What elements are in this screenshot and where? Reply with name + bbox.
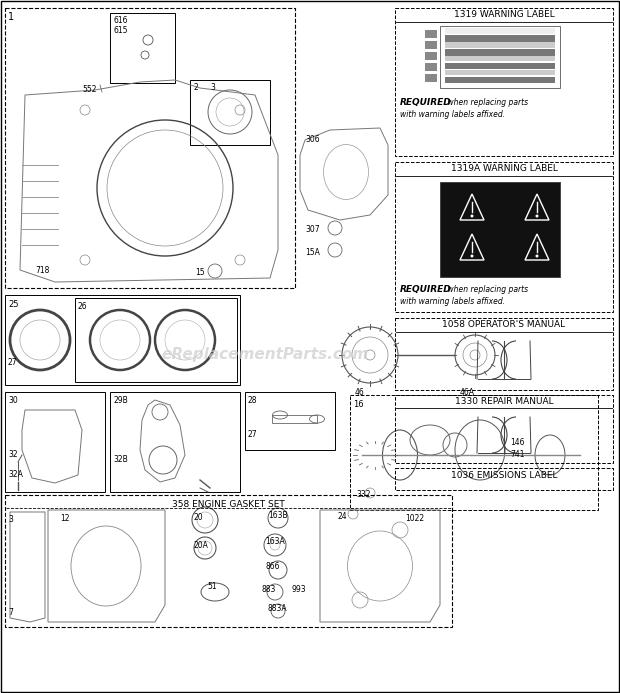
Bar (425, 30, 437, 38)
Text: 866: 866 (266, 562, 280, 571)
Text: 32A: 32A (8, 470, 23, 479)
Bar (445, 49, 555, 56)
Bar (395, 395, 613, 463)
Bar (110, 392, 240, 492)
Text: 718: 718 (35, 266, 50, 275)
Bar (440, 26, 560, 88)
Text: 32: 32 (8, 450, 17, 459)
Text: 7: 7 (8, 608, 13, 617)
Bar (445, 70, 555, 75)
Text: REQUIRED: REQUIRED (400, 98, 452, 107)
Bar (245, 392, 335, 450)
Text: 16: 16 (353, 400, 363, 409)
Bar (272, 415, 317, 423)
Text: 15: 15 (195, 268, 205, 277)
Text: 883: 883 (262, 585, 277, 594)
Bar (395, 318, 613, 390)
Bar (425, 74, 437, 82)
Text: 3: 3 (8, 515, 13, 524)
Bar (190, 80, 270, 145)
Text: 12: 12 (60, 514, 69, 523)
Text: 29B: 29B (113, 396, 128, 405)
Circle shape (536, 215, 539, 218)
Circle shape (536, 254, 539, 258)
Bar (75, 298, 237, 382)
Text: when replacing parts: when replacing parts (445, 285, 528, 294)
Text: 20: 20 (193, 513, 203, 522)
Text: 27: 27 (248, 430, 258, 439)
Bar (425, 52, 437, 60)
Bar (110, 13, 175, 83)
Text: 24: 24 (338, 512, 348, 521)
Bar (5, 392, 105, 492)
Text: 32B: 32B (113, 455, 128, 464)
Text: 26: 26 (78, 302, 87, 311)
Bar (440, 182, 560, 277)
Text: 1330 REPAIR MANUAL: 1330 REPAIR MANUAL (454, 397, 553, 406)
Text: 307: 307 (305, 225, 320, 234)
Text: 1022: 1022 (405, 514, 424, 523)
Text: 358 ENGINE GASKET SET: 358 ENGINE GASKET SET (172, 500, 285, 509)
Bar (395, 8, 613, 156)
Text: when replacing parts: when replacing parts (445, 98, 528, 107)
Text: 1058 OPERATOR'S MANUAL: 1058 OPERATOR'S MANUAL (443, 320, 565, 329)
Text: 883A: 883A (268, 604, 288, 613)
Bar (445, 56, 555, 61)
Bar (445, 63, 555, 69)
Bar (395, 162, 613, 312)
Bar (425, 63, 437, 71)
Text: 3: 3 (210, 83, 215, 92)
Bar (445, 42, 555, 48)
Circle shape (471, 254, 474, 258)
Text: 616: 616 (113, 16, 128, 25)
Text: REQUIRED: REQUIRED (400, 285, 452, 294)
Text: 332: 332 (356, 490, 371, 499)
Bar (445, 77, 555, 83)
Bar (425, 41, 437, 49)
Text: 46: 46 (355, 388, 365, 397)
Text: 1: 1 (8, 12, 14, 22)
Text: 28: 28 (248, 396, 257, 405)
Bar (445, 35, 555, 42)
Text: 1036 EMISSIONS LABEL: 1036 EMISSIONS LABEL (451, 471, 557, 480)
Text: with warning labels affixed.: with warning labels affixed. (400, 297, 505, 306)
Text: 163B: 163B (268, 511, 288, 520)
Text: 615: 615 (113, 26, 128, 35)
Bar (395, 468, 613, 490)
Text: 1319 WARNING LABEL: 1319 WARNING LABEL (454, 10, 554, 19)
Text: 993: 993 (292, 585, 307, 594)
Text: 146: 146 (510, 438, 525, 447)
Text: 15A: 15A (305, 248, 320, 257)
Circle shape (471, 215, 474, 218)
Text: 25: 25 (8, 300, 19, 309)
Text: 163A: 163A (265, 537, 285, 546)
Bar (5, 495, 452, 627)
Text: 306: 306 (305, 135, 320, 144)
Text: 20A: 20A (193, 541, 208, 550)
Text: 552: 552 (82, 85, 97, 94)
Text: 2: 2 (194, 83, 199, 92)
Bar (445, 28, 555, 34)
Bar (350, 395, 598, 510)
Text: 30: 30 (8, 396, 18, 405)
Text: 27: 27 (8, 358, 17, 367)
Text: 51: 51 (207, 582, 216, 591)
Text: 741: 741 (510, 450, 525, 459)
Bar (5, 295, 240, 385)
Text: with warning labels affixed.: with warning labels affixed. (400, 110, 505, 119)
Text: 1319A WARNING LABEL: 1319A WARNING LABEL (451, 164, 557, 173)
Bar (5, 8, 295, 288)
Text: 46A: 46A (460, 388, 475, 397)
Text: eReplacementParts.com: eReplacementParts.com (161, 347, 369, 362)
